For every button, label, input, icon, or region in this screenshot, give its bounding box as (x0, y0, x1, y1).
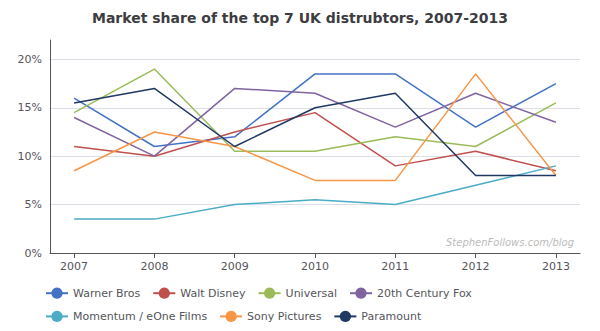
svg-text:20th Century Fox: 20th Century Fox (377, 287, 472, 300)
svg-text:2012: 2012 (462, 260, 490, 273)
svg-text:Market share of the top 7 UK d: Market share of the top 7 UK distrubtors… (92, 10, 508, 26)
svg-text:Momentum / eOne Films: Momentum / eOne Films (73, 310, 207, 323)
svg-text:2007: 2007 (60, 260, 88, 273)
svg-text:2009: 2009 (221, 260, 249, 273)
svg-text:Walt Disney: Walt Disney (180, 287, 246, 300)
svg-text:20%: 20% (18, 53, 42, 66)
svg-text:2011: 2011 (381, 260, 409, 273)
svg-text:StephenFollows.com/blog: StephenFollows.com/blog (446, 237, 574, 248)
svg-text:2008: 2008 (140, 260, 168, 273)
svg-text:Paramount: Paramount (361, 310, 422, 323)
svg-text:0%: 0% (25, 247, 42, 260)
svg-text:2010: 2010 (301, 260, 329, 273)
svg-text:2013: 2013 (542, 260, 570, 273)
svg-text:10%: 10% (18, 150, 42, 163)
svg-text:15%: 15% (18, 101, 42, 114)
svg-text:Warner Bros: Warner Bros (73, 287, 141, 300)
svg-text:Universal: Universal (286, 287, 337, 300)
svg-text:Sony Pictures: Sony Pictures (247, 310, 322, 323)
svg-text:5%: 5% (25, 198, 42, 211)
